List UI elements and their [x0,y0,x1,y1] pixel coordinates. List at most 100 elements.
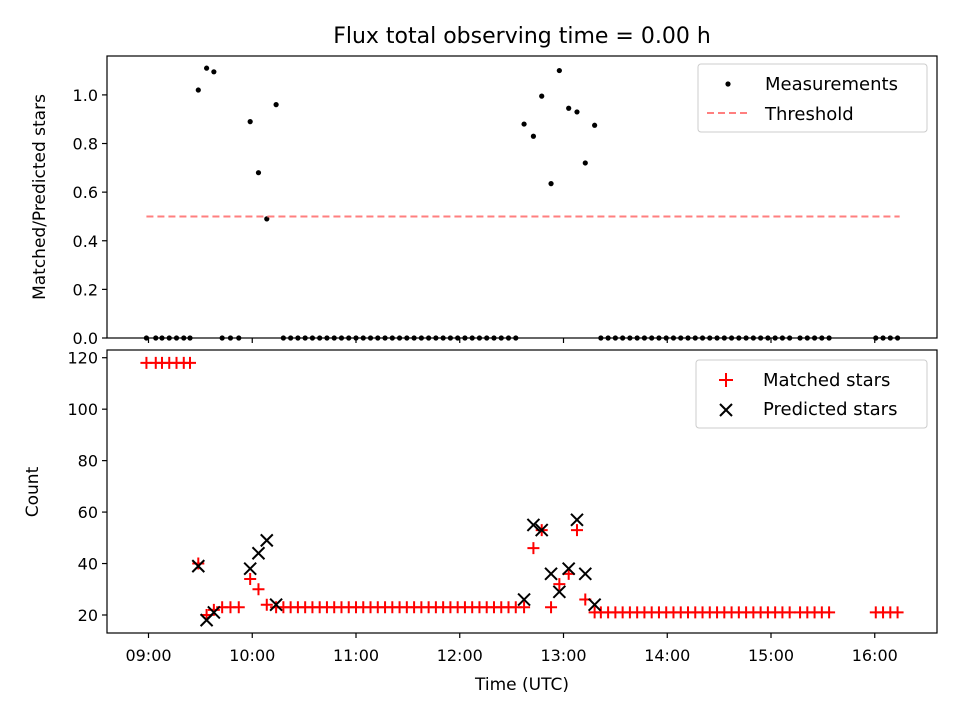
measurement-point [819,335,825,341]
measurement-point [484,335,490,341]
ratio-panel: 0.0 0.2 0.4 0.6 0.8 1.0 Matched/Predicted sta… [30,55,938,348]
x-tick-label: 13:00 [540,646,586,665]
measurement-point [236,335,242,341]
predicted-star-point [526,518,541,532]
predicted-star-point [535,523,549,537]
y-tick-label: 0.4 [73,232,98,251]
ratio-y-axis: 0.0 0.2 0.4 0.6 0.8 1.0 [73,86,107,348]
measurement-point [826,335,832,341]
measurement-point [605,335,611,341]
matched-star-point [891,606,904,619]
matched-star-point [192,557,205,570]
matched-star-point [553,578,566,591]
measurement-point [634,335,640,341]
predicted-star-point [517,592,531,607]
predicted-star-point [191,559,206,573]
measurement-point [264,216,270,222]
measurement-point [765,335,771,341]
matched-star-point [260,598,273,611]
predicted-star-point [561,561,576,576]
measurement-point [295,335,301,341]
chart-title: Flux total observing time = 0.00 h [333,24,711,49]
measurement-point [247,119,253,125]
measurement-point [418,335,424,341]
measurement-point [539,93,545,99]
x-tick-label: 15:00 [748,646,794,665]
measurement-point [255,170,262,176]
measurement-point [505,335,512,341]
measurement-point [227,335,234,341]
count-legend-box [695,359,928,429]
measurement-point [598,335,604,341]
matched-star-point [244,572,257,585]
y-tick-label: 1.0 [73,86,98,105]
y-tick-label: 40 [78,555,98,574]
predicted-star-point [552,585,567,599]
count-panel: 20 40 60 80 100 120 09:00 10:00 11:00 12:00 13:00… [23,349,938,695]
y-tick-label: 100 [67,400,98,419]
measurement-point [204,65,210,71]
measurement-point [721,335,727,341]
measurement-point [894,335,901,341]
y-tick-label: 80 [78,452,98,471]
count-y-axis-label: Count [23,466,43,517]
legend-marker-measurements [725,81,731,87]
ratio-y-axis-label: Matched/Predicted stars [30,94,50,300]
measurement-point [736,335,742,341]
legend-label-threshold: Threshold [764,104,854,125]
count-y-axis: 20 40 60 80 100 120 [67,349,107,625]
matched-star-point [545,601,558,614]
measurement-point [699,335,706,341]
measurement-point [620,335,626,341]
predicted-star-point [587,597,602,612]
x-axis-label: Time (UTC) [474,675,569,695]
measurement-point [173,335,180,341]
measurement-point [772,335,778,341]
measurement-point [280,335,286,341]
measurement-point [641,335,648,341]
legend-marker-matched-stars [719,373,733,387]
measurement-point [548,181,554,187]
y-tick-label: 0.6 [73,183,98,202]
x-tick-label: 16:00 [852,646,898,665]
measurement-point [426,335,432,341]
measurement-point [367,335,374,341]
matched-star-point [184,356,196,369]
measurement-point [649,335,655,341]
measurement-point [211,69,217,75]
measurement-point [195,87,201,93]
measurement-point [338,335,345,341]
measurement-point [455,335,461,341]
count-legend: Matched stars Predicted stars [695,359,928,429]
measurement-point [433,335,439,341]
predicted-star-point [570,513,584,527]
measurement-point [887,335,893,341]
matched-star-point [232,601,245,614]
measurement-point [574,109,580,115]
y-tick-label: 60 [78,503,98,522]
measurement-point [627,335,633,341]
measurement-point [804,335,810,341]
legend-label-predicted-stars: Predicted stars [763,399,897,420]
x-tick-label: 14:00 [644,646,690,665]
predicted-star-point [251,546,266,560]
measurement-point [389,335,395,341]
predicted-star-point [269,597,283,612]
predicted-star-point [544,567,558,581]
measurement-point [181,335,187,341]
measurement-point [404,335,410,341]
ratio-series [143,65,901,341]
y-tick-label: 0.0 [73,329,98,348]
x-tick-label: 09:00 [125,646,171,665]
measurement-point [447,335,454,341]
y-tick-label: 0.2 [73,280,98,299]
predicted-star-point [243,561,257,576]
measurement-point [309,335,316,341]
legend-label-matched-stars: Matched stars [763,370,890,391]
y-tick-label: 120 [67,349,98,368]
x-tick-label: 12:00 [437,646,483,665]
y-tick-label: 20 [78,606,98,625]
measurement-point [566,105,572,111]
measurement-point [324,335,330,341]
